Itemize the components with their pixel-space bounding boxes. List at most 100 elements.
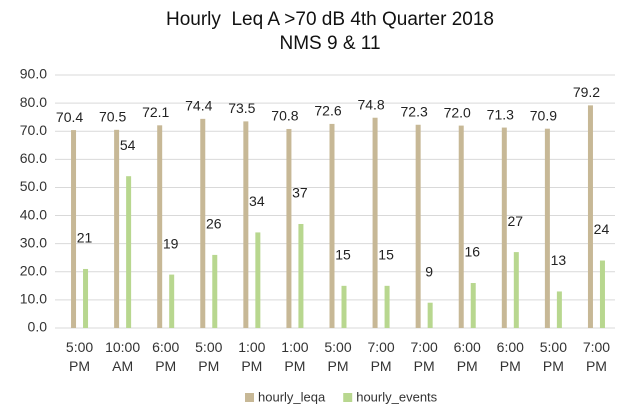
bar bbox=[501, 127, 507, 328]
bar bbox=[415, 124, 421, 328]
x-tick-label-line: 7:00 bbox=[367, 339, 394, 355]
x-tick-label-line: PM bbox=[69, 358, 90, 374]
bar bbox=[298, 223, 304, 328]
x-tick-label: 7:00 PM bbox=[367, 339, 394, 374]
value-label: 19 bbox=[163, 235, 179, 251]
value-label: 54 bbox=[120, 137, 136, 153]
bar bbox=[286, 128, 292, 328]
x-tick-label: 6:00 PM bbox=[152, 339, 179, 374]
x-tick-label-line: 1:00 bbox=[281, 339, 308, 355]
value-label: 72.3 bbox=[401, 103, 428, 119]
x-tick-label: 1:00 PM bbox=[281, 339, 308, 374]
bar bbox=[329, 123, 335, 328]
x-tick-label-line: PM bbox=[500, 358, 521, 374]
value-label: 79.2 bbox=[573, 84, 600, 100]
x-tick-label-line: 1:00 bbox=[238, 339, 265, 355]
y-tick-label: 80.0 bbox=[20, 94, 47, 110]
x-tick-label-line: 6:00 bbox=[454, 339, 481, 355]
legend-swatch bbox=[343, 393, 353, 402]
bar bbox=[83, 268, 89, 328]
y-tick-label: 90.0 bbox=[20, 66, 47, 82]
x-tick-label: 6:00 PM bbox=[454, 339, 481, 374]
legend-swatch bbox=[245, 393, 254, 402]
bar bbox=[243, 121, 249, 328]
x-tick-label: 5:00 PM bbox=[540, 339, 567, 374]
value-label: 74.4 bbox=[185, 98, 212, 114]
value-label: 37 bbox=[292, 185, 308, 201]
value-label: 74.8 bbox=[357, 96, 384, 112]
x-tick-label-line: PM bbox=[155, 358, 176, 374]
value-label: 70.4 bbox=[56, 109, 83, 125]
value-label: 72.0 bbox=[444, 104, 471, 120]
value-label: 24 bbox=[594, 221, 610, 237]
x-tick-label-line: PM bbox=[543, 358, 564, 374]
x-tick-label-line: AM bbox=[112, 358, 133, 374]
x-tick-label-line: 5:00 bbox=[324, 339, 351, 355]
bar bbox=[458, 125, 464, 328]
bar bbox=[513, 252, 519, 328]
bar bbox=[372, 117, 378, 329]
x-tick-label-line: PM bbox=[414, 358, 435, 374]
bar bbox=[71, 130, 77, 328]
value-label: 21 bbox=[77, 230, 93, 246]
value-label: 73.5 bbox=[228, 100, 255, 116]
y-tick-label: 30.0 bbox=[20, 234, 47, 250]
x-tick-label-line: PM bbox=[241, 358, 262, 374]
value-label: 15 bbox=[378, 247, 394, 263]
value-label: 71.3 bbox=[487, 106, 514, 122]
x-tick-label-line: 6:00 bbox=[497, 339, 524, 355]
value-label: 72.1 bbox=[142, 104, 169, 120]
x-tick-label-line: 7:00 bbox=[411, 339, 438, 355]
x-tick-label-line: PM bbox=[284, 358, 305, 374]
x-tick-label-line: 5:00 bbox=[540, 339, 567, 355]
bar bbox=[200, 118, 206, 328]
x-tick-label: 1:00 PM bbox=[238, 339, 265, 374]
x-tick-label: 6:00 PM bbox=[497, 339, 524, 374]
x-tick-label-line: PM bbox=[328, 358, 349, 374]
value-label: 70.8 bbox=[271, 108, 298, 124]
bar bbox=[470, 283, 476, 328]
bar bbox=[587, 105, 593, 328]
y-tick-label: 70.0 bbox=[20, 122, 47, 138]
x-tick-label: 10:00 AM bbox=[105, 339, 140, 374]
x-tick-label-line: PM bbox=[198, 358, 219, 374]
bar bbox=[544, 128, 550, 328]
bar bbox=[212, 254, 218, 328]
value-label: 70.5 bbox=[99, 109, 126, 125]
bar bbox=[169, 274, 175, 328]
legend-label: hourly_leqa bbox=[258, 389, 326, 404]
value-label: 26 bbox=[206, 216, 222, 232]
x-tick-label: 5:00 PM bbox=[195, 339, 222, 374]
bar bbox=[157, 125, 163, 329]
y-tick-label: 50.0 bbox=[20, 178, 47, 194]
y-tick-label: 0.0 bbox=[28, 319, 48, 335]
chart-title: Hourly Leq A >70 dB 4th Quarter 2018 bbox=[166, 9, 494, 30]
value-label: 27 bbox=[508, 213, 524, 229]
bar bbox=[255, 232, 261, 328]
x-tick-label-line: PM bbox=[371, 358, 392, 374]
chart-subtitle: NMS 9 & 11 bbox=[279, 33, 380, 54]
legend-label: hourly_events bbox=[356, 389, 437, 404]
bar bbox=[341, 285, 347, 328]
x-tick-label: 5:00 PM bbox=[324, 339, 351, 374]
value-label: 72.6 bbox=[314, 103, 341, 119]
x-tick-label-line: 10:00 bbox=[105, 339, 140, 355]
value-label: 15 bbox=[335, 247, 351, 263]
x-tick-label-line: PM bbox=[586, 358, 607, 374]
x-tick-label: 5:00 PM bbox=[66, 339, 93, 374]
value-label: 9 bbox=[425, 263, 433, 279]
value-label: 34 bbox=[249, 193, 265, 209]
x-tick-label: 7:00 PM bbox=[411, 339, 438, 374]
x-tick-label-line: 6:00 bbox=[152, 339, 179, 355]
value-label: 16 bbox=[464, 244, 480, 260]
y-tick-label: 20.0 bbox=[20, 262, 47, 278]
x-tick-label-line: 5:00 bbox=[66, 339, 93, 355]
x-tick-label-line: PM bbox=[457, 358, 478, 374]
bar bbox=[599, 260, 605, 328]
x-tick-label: 7:00 PM bbox=[583, 339, 610, 374]
bar bbox=[126, 176, 132, 328]
x-tick-label-line: 7:00 bbox=[583, 339, 610, 355]
bar bbox=[427, 302, 433, 328]
value-label: 70.9 bbox=[530, 107, 557, 123]
